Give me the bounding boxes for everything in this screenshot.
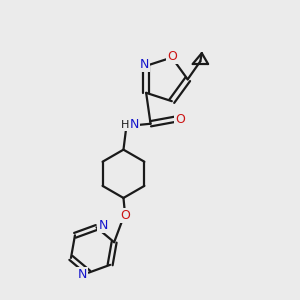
Text: N: N [77, 268, 87, 281]
Text: O: O [121, 209, 130, 222]
Text: N: N [130, 118, 139, 131]
Text: O: O [167, 50, 177, 62]
Text: H: H [121, 120, 129, 130]
Text: N: N [140, 58, 149, 71]
Text: N: N [98, 220, 108, 232]
Text: O: O [175, 113, 185, 126]
